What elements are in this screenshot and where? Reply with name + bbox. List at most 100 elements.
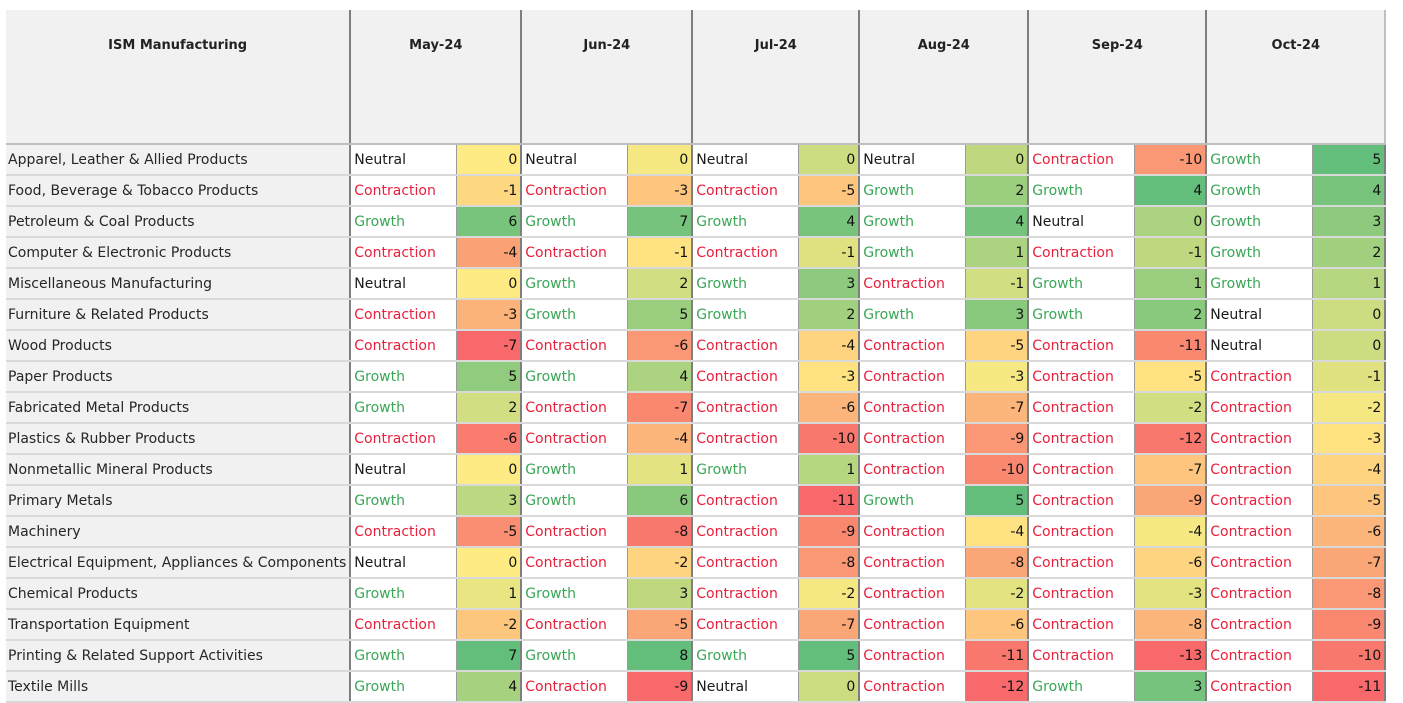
value-cell[interactable]: 2 [1134, 299, 1208, 331]
status-cell[interactable]: Contraction [520, 546, 628, 579]
status-cell[interactable]: Contraction [858, 329, 966, 362]
value-cell[interactable]: 4 [627, 361, 694, 393]
status-cell[interactable]: Contraction [691, 329, 799, 362]
value-cell[interactable]: -1 [456, 175, 523, 207]
value-cell[interactable]: -1 [627, 237, 694, 269]
industry-cell[interactable]: Machinery [6, 516, 352, 548]
status-cell[interactable]: Contraction [349, 422, 457, 455]
industry-cell[interactable]: Miscellaneous Manufacturing [6, 268, 352, 300]
status-cell[interactable]: Growth [349, 391, 457, 424]
status-cell[interactable]: Growth [1027, 298, 1135, 331]
status-cell[interactable]: Contraction [1027, 577, 1135, 610]
status-cell[interactable]: Neutral [520, 143, 628, 176]
status-cell[interactable]: Contraction [1205, 577, 1313, 610]
status-cell[interactable]: Contraction [520, 236, 628, 269]
status-cell[interactable]: Growth [691, 205, 799, 238]
status-cell[interactable]: Neutral [349, 453, 457, 486]
status-cell[interactable]: Growth [858, 236, 966, 269]
value-cell[interactable]: -11 [1312, 671, 1387, 703]
value-cell[interactable]: -5 [798, 175, 861, 207]
value-cell[interactable]: -12 [965, 671, 1030, 703]
value-cell[interactable]: -1 [1134, 237, 1208, 269]
value-cell[interactable]: 1 [627, 454, 694, 486]
industry-cell[interactable]: Fabricated Metal Products [6, 392, 352, 424]
status-cell[interactable]: Contraction [520, 515, 628, 548]
value-cell[interactable]: -11 [965, 640, 1030, 672]
status-cell[interactable]: Contraction [691, 484, 799, 517]
status-cell[interactable]: Contraction [349, 298, 457, 331]
status-cell[interactable]: Growth [520, 298, 628, 331]
value-cell[interactable]: 4 [1312, 175, 1387, 207]
status-cell[interactable]: Contraction [520, 422, 628, 455]
industry-cell[interactable]: Petroleum & Coal Products [6, 206, 352, 238]
value-cell[interactable]: -8 [627, 516, 694, 548]
value-cell[interactable]: 0 [798, 144, 861, 176]
value-cell[interactable]: -8 [1134, 609, 1208, 641]
value-cell[interactable]: -9 [1312, 609, 1387, 641]
status-cell[interactable]: Contraction [858, 639, 966, 672]
value-cell[interactable]: -5 [627, 609, 694, 641]
status-cell[interactable]: Growth [1205, 267, 1313, 300]
status-cell[interactable]: Contraction [1027, 236, 1135, 269]
value-cell[interactable]: -9 [627, 671, 694, 703]
status-cell[interactable]: Growth [349, 205, 457, 238]
header-month[interactable]: Aug-24 [859, 10, 1030, 145]
value-cell[interactable]: -4 [1134, 516, 1208, 548]
value-cell[interactable]: -8 [798, 547, 861, 579]
value-cell[interactable]: -5 [965, 330, 1030, 362]
value-cell[interactable]: -4 [627, 423, 694, 455]
status-cell[interactable]: Neutral [1027, 205, 1135, 238]
status-cell[interactable]: Contraction [858, 453, 966, 486]
status-cell[interactable]: Contraction [691, 577, 799, 610]
status-cell[interactable]: Neutral [858, 143, 966, 176]
value-cell[interactable]: 0 [456, 268, 523, 300]
status-cell[interactable]: Contraction [1027, 360, 1135, 393]
industry-cell[interactable]: Electrical Equipment, Appliances & Compo… [6, 547, 352, 579]
value-cell[interactable]: -4 [1312, 454, 1387, 486]
status-cell[interactable]: Contraction [520, 608, 628, 641]
industry-cell[interactable]: Wood Products [6, 330, 352, 362]
status-cell[interactable]: Contraction [349, 608, 457, 641]
status-cell[interactable]: Growth [1205, 205, 1313, 238]
industry-cell[interactable]: Transportation Equipment [6, 609, 352, 641]
industry-cell[interactable]: Chemical Products [6, 578, 352, 610]
value-cell[interactable]: -6 [627, 330, 694, 362]
status-cell[interactable]: Contraction [349, 515, 457, 548]
status-cell[interactable]: Contraction [691, 608, 799, 641]
value-cell[interactable]: -9 [798, 516, 861, 548]
status-cell[interactable]: Contraction [1205, 639, 1313, 672]
value-cell[interactable]: 1 [456, 578, 523, 610]
status-cell[interactable]: Neutral [349, 143, 457, 176]
status-cell[interactable]: Neutral [691, 143, 799, 176]
status-cell[interactable]: Contraction [349, 329, 457, 362]
status-cell[interactable]: Contraction [1205, 515, 1313, 548]
value-cell[interactable]: 6 [456, 206, 523, 238]
value-cell[interactable]: -3 [965, 361, 1030, 393]
status-cell[interactable]: Contraction [691, 546, 799, 579]
value-cell[interactable]: -6 [456, 423, 523, 455]
status-cell[interactable]: Neutral [691, 670, 799, 703]
value-cell[interactable]: -5 [456, 516, 523, 548]
value-cell[interactable]: 2 [627, 268, 694, 300]
status-cell[interactable]: Contraction [520, 670, 628, 703]
value-cell[interactable]: 4 [965, 206, 1030, 238]
status-cell[interactable]: Contraction [858, 608, 966, 641]
status-cell[interactable]: Growth [1027, 267, 1135, 300]
value-cell[interactable]: 0 [798, 671, 861, 703]
value-cell[interactable]: -11 [1134, 330, 1208, 362]
value-cell[interactable]: -4 [965, 516, 1030, 548]
status-cell[interactable]: Contraction [520, 329, 628, 362]
value-cell[interactable]: 0 [456, 454, 523, 486]
value-cell[interactable]: 2 [1312, 237, 1387, 269]
status-cell[interactable]: Contraction [858, 546, 966, 579]
status-cell[interactable]: Contraction [691, 174, 799, 207]
value-cell[interactable]: -9 [1134, 485, 1208, 517]
value-cell[interactable]: 2 [456, 392, 523, 424]
status-cell[interactable]: Contraction [858, 360, 966, 393]
status-cell[interactable]: Neutral [1205, 298, 1313, 331]
status-cell[interactable]: Growth [1027, 670, 1135, 703]
status-cell[interactable]: Contraction [858, 391, 966, 424]
status-cell[interactable]: Contraction [1027, 639, 1135, 672]
value-cell[interactable]: 4 [1134, 175, 1208, 207]
status-cell[interactable]: Contraction [1205, 360, 1313, 393]
